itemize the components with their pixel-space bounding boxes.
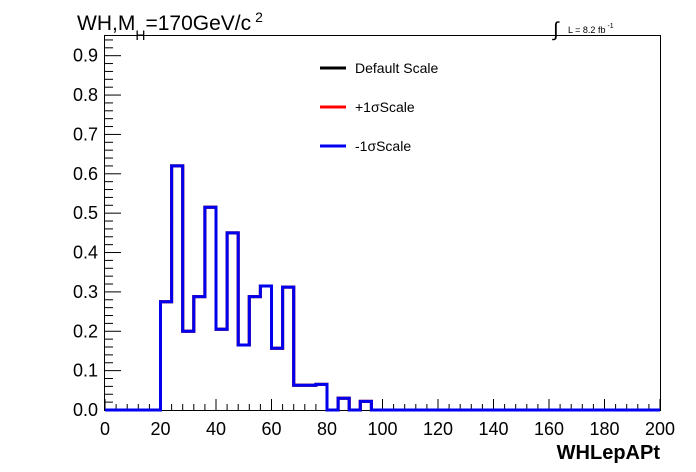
series-line-2 (105, 164, 660, 412)
y-tick-label: 0.6 (73, 164, 98, 184)
y-tick-label: 0.5 (73, 203, 98, 223)
y-tick-label: 0.1 (73, 361, 98, 381)
y-tick-label: 0.8 (73, 85, 98, 105)
lumi-label: L = 8.2 fb -1 (568, 23, 614, 35)
chart-title-rest: =170GeV/c (145, 12, 251, 35)
chart-title-superscript: 2 (255, 9, 263, 25)
x-tick-label: 40 (206, 419, 226, 439)
x-tick-label: 200 (645, 419, 675, 439)
x-tick-label: 180 (589, 419, 619, 439)
x-axis-label: WHLepAPt (557, 442, 661, 464)
y-tick-label: 0.7 (73, 124, 98, 144)
legend-label-2: -1σScale (355, 138, 411, 154)
x-tick-label: 80 (317, 419, 337, 439)
y-tick-label: 0.2 (73, 321, 98, 341)
legend-label-0: Default Scale (355, 60, 438, 76)
x-tick-label: 120 (423, 419, 453, 439)
lumi-text: L = 8.2 fb (568, 25, 605, 35)
chart-title-main: WH,M (77, 12, 135, 35)
axes: 0 20 40 60 80 100 120 140 160 180 200 0.0 0.1 0.2 0.3 0… (73, 39, 675, 439)
x-tick-label: 100 (367, 419, 397, 439)
y-tick-label: 0.3 (73, 282, 98, 302)
y-tick-label: 0.0 (73, 400, 98, 420)
x-tick-label: 160 (534, 419, 564, 439)
legend-label-1: +1σScale (355, 99, 415, 115)
y-tick-label: 0.9 (73, 46, 98, 66)
lumi-superscript: -1 (607, 23, 613, 30)
x-tick-label: 140 (478, 419, 508, 439)
lumi-integral-symbol: ∫ (552, 19, 560, 41)
y-tick-label: 0.4 (73, 243, 98, 263)
chart-title: WH,MH=170GeV/c 2 (77, 9, 263, 43)
x-tick-label: 20 (150, 419, 170, 439)
x-tick-label: 60 (261, 419, 281, 439)
legend: Default Scale +1σScale -1σScale (320, 60, 438, 154)
series-layer (105, 164, 660, 412)
x-tick-label: 0 (100, 419, 110, 439)
